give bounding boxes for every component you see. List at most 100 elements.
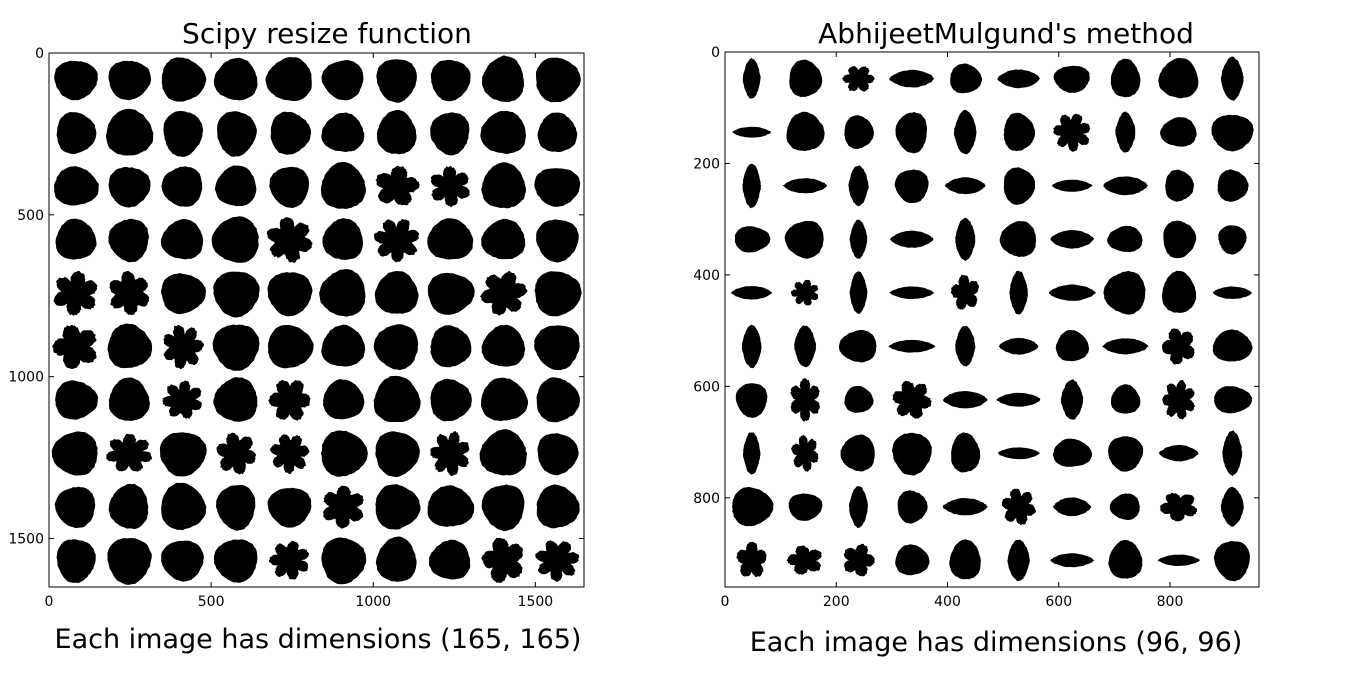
leaf-image bbox=[1213, 541, 1250, 582]
leaf-image bbox=[1212, 329, 1253, 362]
leaf-image bbox=[214, 165, 257, 207]
leaf-image bbox=[535, 540, 580, 582]
leaf-image bbox=[266, 217, 313, 263]
y-tick-label: 800 bbox=[693, 491, 720, 507]
leaf-image bbox=[54, 166, 99, 206]
plot-frame bbox=[724, 51, 1260, 588]
leaf-image bbox=[536, 219, 579, 263]
leaf-tiles bbox=[51, 55, 582, 585]
leaf-image bbox=[1158, 444, 1199, 462]
leaf-image bbox=[51, 431, 98, 476]
leaf-image bbox=[269, 434, 310, 475]
x-tick-label: 0 bbox=[45, 594, 54, 610]
leaf-image bbox=[951, 432, 981, 473]
leaf-image bbox=[1048, 284, 1096, 301]
leaf-image bbox=[108, 218, 149, 263]
leaf-image bbox=[789, 59, 823, 98]
leaf-image bbox=[791, 434, 819, 472]
leaf-image bbox=[109, 270, 150, 316]
leaf-image bbox=[742, 163, 761, 209]
leaf-image bbox=[267, 272, 313, 317]
leaf-image bbox=[481, 55, 525, 103]
leaf-image bbox=[481, 324, 526, 367]
leaf-image bbox=[374, 271, 419, 314]
leaf-image bbox=[1003, 167, 1036, 205]
leaf-image bbox=[1222, 430, 1243, 477]
leaf-image bbox=[1159, 492, 1197, 522]
leaf-image bbox=[950, 63, 983, 94]
leaf-image bbox=[889, 286, 935, 299]
leaf-image bbox=[211, 216, 259, 263]
leaf-image bbox=[108, 483, 149, 530]
leaf-image bbox=[999, 221, 1037, 257]
leaf-image bbox=[1211, 114, 1254, 152]
y-tick-label: 0 bbox=[711, 45, 720, 61]
leaf-image bbox=[1157, 554, 1200, 566]
leaf-image bbox=[480, 377, 529, 422]
x-tick-label: 400 bbox=[934, 594, 961, 610]
leaf-image bbox=[480, 270, 528, 316]
y-tick-label: 0 bbox=[35, 46, 44, 62]
leaf-image bbox=[730, 286, 773, 300]
leaf-image bbox=[427, 272, 475, 315]
leaf-image bbox=[953, 109, 977, 155]
leaf-image bbox=[735, 383, 768, 418]
leaf-image bbox=[481, 484, 525, 531]
leaf-image bbox=[374, 218, 420, 263]
leaf-image bbox=[1163, 220, 1197, 259]
leaf-image bbox=[891, 432, 932, 476]
leaf-image bbox=[479, 429, 528, 476]
leaf-image bbox=[943, 391, 988, 409]
leaf-image bbox=[944, 177, 986, 195]
leaf-image bbox=[536, 377, 580, 423]
leaf-image bbox=[844, 115, 874, 149]
leaf-image bbox=[1003, 112, 1035, 152]
leaf-image bbox=[1107, 225, 1143, 253]
leaf-image bbox=[481, 218, 526, 260]
leaf-image bbox=[842, 66, 875, 92]
leaf-image bbox=[480, 110, 526, 155]
leaf-image bbox=[942, 498, 988, 516]
leaf-image bbox=[888, 339, 936, 353]
leaf-image bbox=[1050, 230, 1095, 249]
leaf-image bbox=[1009, 270, 1028, 315]
leaf-image bbox=[1165, 169, 1194, 202]
leaf-image bbox=[844, 386, 874, 413]
axis-ticks: 0 500 1000 1500 0 500 1000 1500 bbox=[8, 46, 584, 610]
leaf-image bbox=[794, 325, 817, 368]
leaf-image bbox=[786, 111, 825, 151]
axis-ticks: 0 200 400 600 800 0 200 400 600 800 bbox=[693, 45, 1259, 610]
chart-title: AbhijeetMulgund's method bbox=[818, 17, 1194, 50]
leaf-image bbox=[1162, 328, 1195, 365]
leaf-image bbox=[105, 108, 154, 156]
y-tick-label: 400 bbox=[693, 268, 720, 284]
leaf-image bbox=[159, 432, 207, 477]
leaf-image bbox=[889, 230, 934, 248]
leaf-image bbox=[535, 57, 581, 103]
leaf-image bbox=[1110, 58, 1141, 98]
leaf-image bbox=[269, 166, 309, 208]
leaf-image bbox=[161, 166, 203, 207]
x-tick-label: 1500 bbox=[518, 594, 554, 610]
leaf-image bbox=[849, 271, 868, 314]
leaf-image bbox=[1109, 493, 1140, 520]
x-tick-label: 0 bbox=[721, 594, 730, 610]
leaf-image bbox=[1050, 553, 1095, 568]
leaf-image bbox=[427, 485, 475, 527]
leaf-image bbox=[163, 111, 204, 157]
x-tick-label: 200 bbox=[823, 594, 850, 610]
leaf-image bbox=[213, 271, 260, 318]
leaf-image bbox=[160, 219, 204, 260]
leaf-image bbox=[784, 221, 824, 259]
leaf-image bbox=[321, 60, 364, 101]
leaf-image bbox=[790, 279, 819, 306]
leaf-image bbox=[1158, 58, 1199, 99]
leaf-image bbox=[1052, 179, 1093, 192]
leaf-image bbox=[108, 166, 151, 208]
leaf-image bbox=[213, 377, 258, 422]
leaf-image bbox=[949, 539, 981, 580]
leaf-image bbox=[743, 432, 761, 475]
leaf-image bbox=[375, 536, 417, 582]
caption: Each image has dimensions (96, 96) bbox=[750, 627, 1243, 658]
leaf-image bbox=[741, 324, 762, 369]
